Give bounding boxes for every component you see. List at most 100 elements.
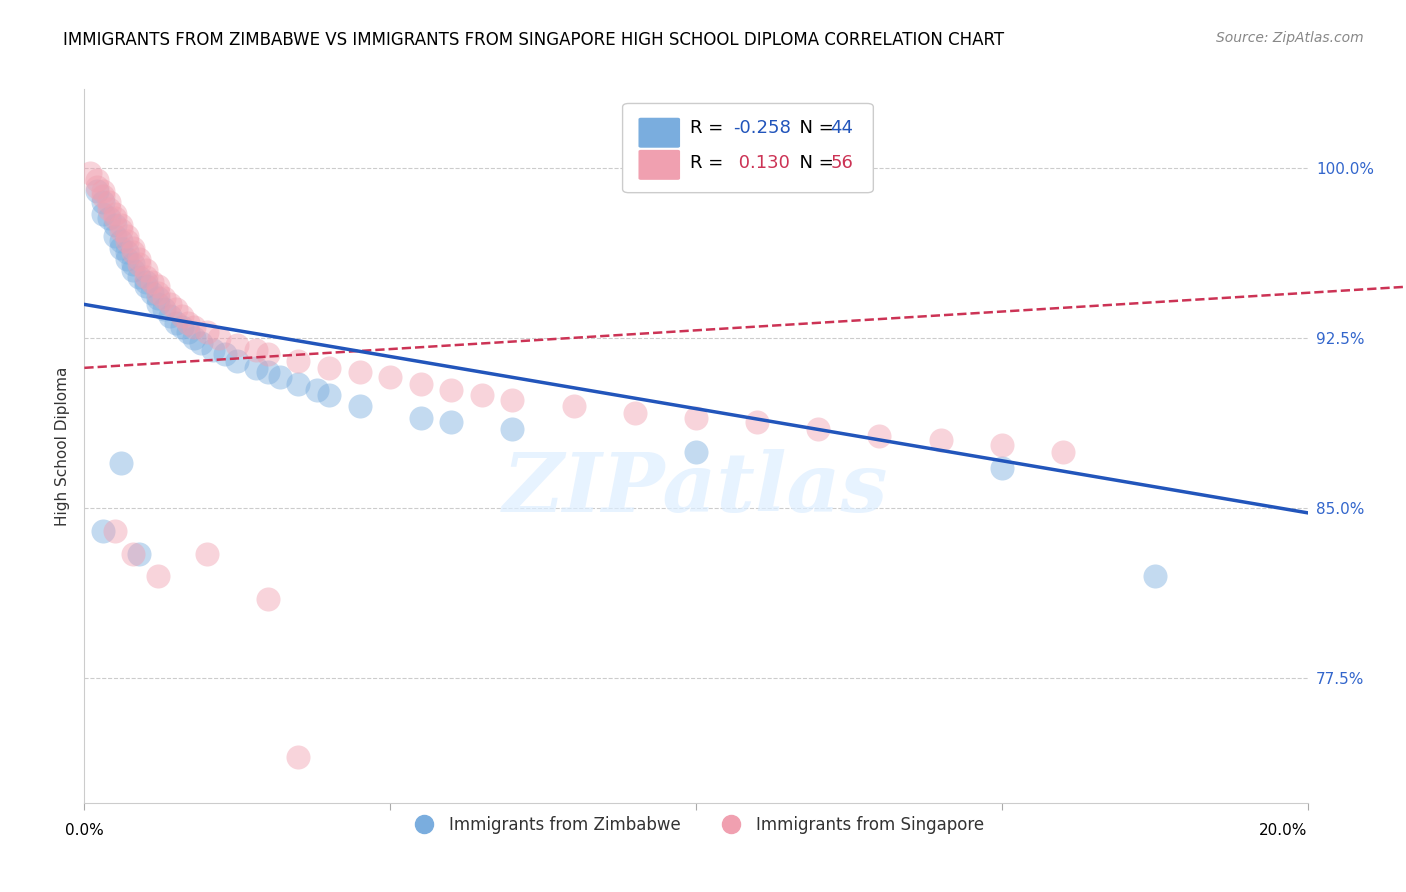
Point bbox=[257, 591, 280, 606]
Text: 0.0%: 0.0% bbox=[65, 822, 104, 838]
Point bbox=[135, 279, 157, 293]
Point bbox=[201, 343, 224, 357]
Point bbox=[1052, 444, 1074, 458]
Point bbox=[115, 229, 138, 244]
Text: N =: N = bbox=[787, 153, 839, 171]
Point bbox=[91, 184, 114, 198]
Point bbox=[110, 234, 132, 248]
Text: 0.130: 0.130 bbox=[733, 153, 790, 171]
Point bbox=[122, 263, 145, 277]
Point bbox=[869, 429, 891, 443]
Text: IMMIGRANTS FROM ZIMBABWE VS IMMIGRANTS FROM SINGAPORE HIGH SCHOOL DIPLOMA CORREL: IMMIGRANTS FROM ZIMBABWE VS IMMIGRANTS F… bbox=[63, 31, 1004, 49]
Point bbox=[159, 309, 181, 323]
Point bbox=[97, 211, 120, 226]
Text: Source: ZipAtlas.com: Source: ZipAtlas.com bbox=[1216, 31, 1364, 45]
Point bbox=[747, 415, 769, 429]
Point bbox=[165, 316, 187, 330]
Point bbox=[104, 211, 127, 226]
Point bbox=[245, 343, 267, 357]
Point bbox=[190, 335, 212, 350]
Point bbox=[287, 376, 309, 391]
Point bbox=[177, 316, 200, 330]
Point bbox=[146, 297, 169, 311]
Point bbox=[110, 218, 132, 232]
Point bbox=[226, 354, 249, 368]
Point bbox=[929, 434, 952, 448]
Point bbox=[104, 218, 127, 232]
Point bbox=[115, 234, 138, 248]
Point bbox=[128, 270, 150, 285]
Point bbox=[624, 406, 647, 420]
Point bbox=[110, 241, 132, 255]
Point bbox=[91, 195, 114, 210]
FancyBboxPatch shape bbox=[638, 118, 681, 148]
Text: N =: N = bbox=[787, 120, 839, 137]
Point bbox=[115, 252, 138, 266]
Point bbox=[991, 460, 1014, 475]
Point bbox=[153, 301, 176, 316]
Point bbox=[807, 422, 830, 436]
Point bbox=[104, 229, 127, 244]
Point bbox=[110, 456, 132, 470]
Point bbox=[122, 547, 145, 561]
Text: -0.258: -0.258 bbox=[733, 120, 790, 137]
Point bbox=[141, 275, 163, 289]
FancyBboxPatch shape bbox=[623, 103, 873, 193]
Point bbox=[305, 384, 328, 398]
Point bbox=[245, 360, 267, 375]
Point bbox=[183, 331, 205, 345]
Text: ZIPatlas: ZIPatlas bbox=[503, 449, 889, 529]
Point bbox=[991, 438, 1014, 452]
Text: 20.0%: 20.0% bbox=[1260, 822, 1308, 838]
Point bbox=[122, 241, 145, 255]
Point bbox=[115, 245, 138, 260]
Point bbox=[141, 286, 163, 301]
Point bbox=[165, 301, 187, 316]
Y-axis label: High School Diploma: High School Diploma bbox=[55, 367, 70, 525]
Point bbox=[195, 325, 218, 339]
Point bbox=[287, 354, 309, 368]
Text: R =: R = bbox=[690, 120, 728, 137]
Text: 44: 44 bbox=[831, 120, 853, 137]
Point bbox=[159, 297, 181, 311]
Point bbox=[440, 415, 463, 429]
Point bbox=[380, 370, 402, 384]
Point bbox=[685, 410, 707, 425]
Point bbox=[91, 207, 114, 221]
Point bbox=[409, 410, 432, 425]
Point bbox=[562, 400, 585, 414]
Point bbox=[146, 286, 169, 301]
Point bbox=[502, 392, 524, 407]
Point bbox=[318, 388, 340, 402]
Point bbox=[153, 291, 176, 305]
Point bbox=[349, 365, 371, 379]
Point bbox=[269, 370, 291, 384]
Point bbox=[110, 222, 132, 236]
Text: R =: R = bbox=[690, 153, 728, 171]
FancyBboxPatch shape bbox=[638, 150, 681, 180]
Point bbox=[86, 179, 108, 194]
Point bbox=[135, 270, 157, 285]
Point bbox=[128, 252, 150, 266]
Point bbox=[91, 524, 114, 538]
Legend: Immigrants from Zimbabwe, Immigrants from Singapore: Immigrants from Zimbabwe, Immigrants fro… bbox=[401, 810, 991, 841]
Point bbox=[128, 257, 150, 271]
Point bbox=[502, 422, 524, 436]
Point bbox=[91, 188, 114, 202]
Point bbox=[146, 291, 169, 305]
Point bbox=[409, 376, 432, 391]
Point bbox=[79, 166, 101, 180]
Point bbox=[122, 245, 145, 260]
Point bbox=[318, 360, 340, 375]
Point bbox=[146, 569, 169, 583]
Point bbox=[195, 547, 218, 561]
Point bbox=[104, 524, 127, 538]
Point bbox=[287, 750, 309, 764]
Point bbox=[177, 325, 200, 339]
Point bbox=[208, 331, 231, 345]
Point bbox=[135, 263, 157, 277]
Point bbox=[226, 338, 249, 352]
Point bbox=[97, 195, 120, 210]
Point bbox=[128, 547, 150, 561]
Point bbox=[183, 320, 205, 334]
